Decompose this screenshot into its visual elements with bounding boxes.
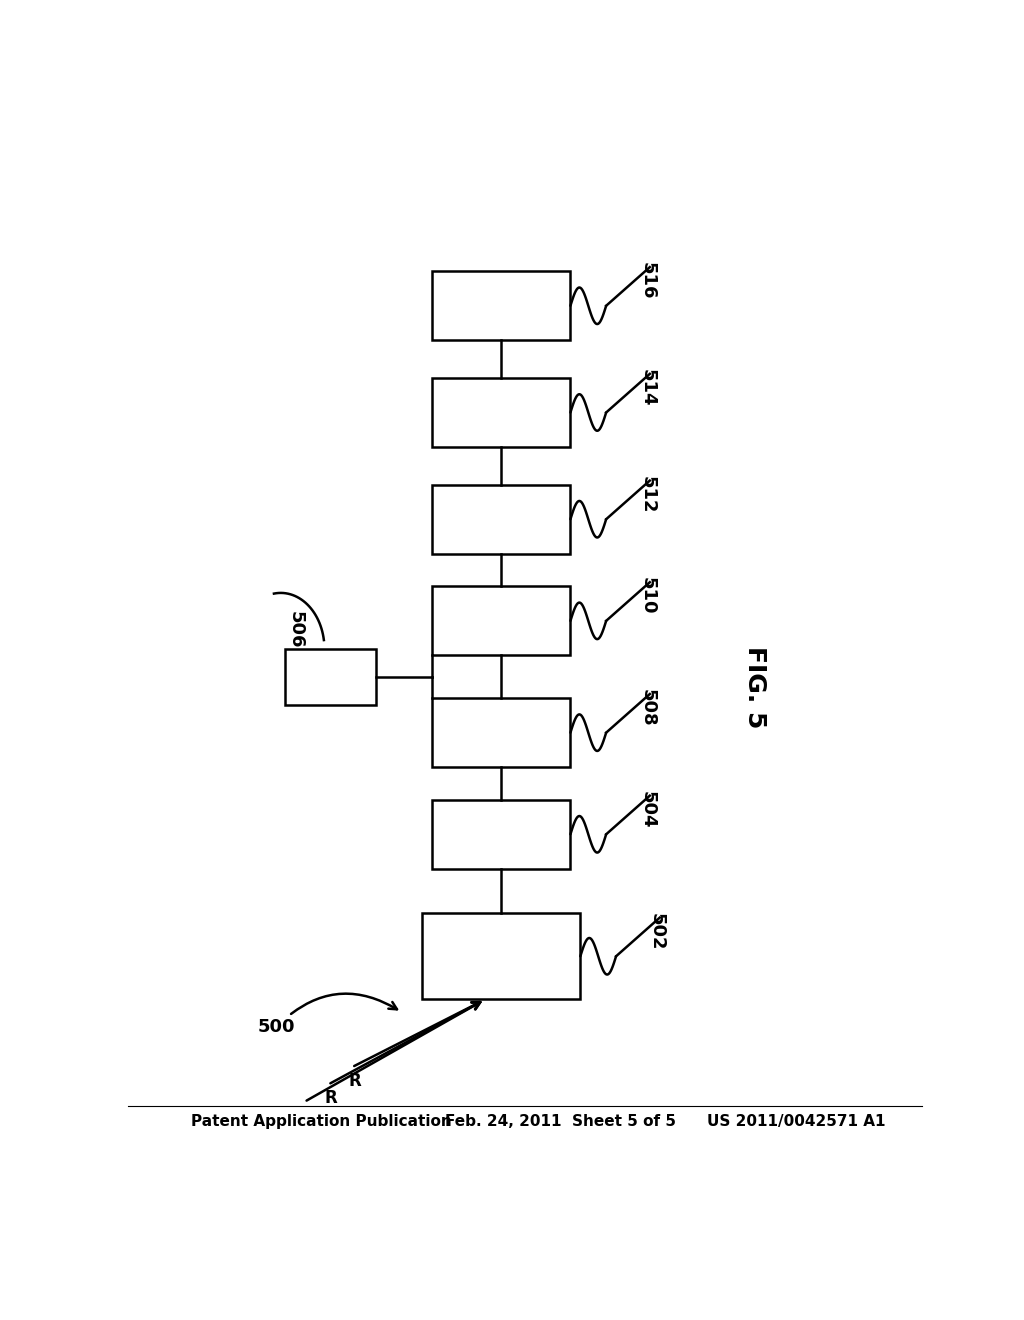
Text: Patent Application Publication: Patent Application Publication <box>191 1114 453 1130</box>
Text: 514: 514 <box>638 368 656 407</box>
Text: 502: 502 <box>648 912 666 950</box>
Text: 504: 504 <box>638 791 656 828</box>
Bar <box>431 271 570 341</box>
Bar <box>431 484 570 554</box>
Bar <box>431 586 570 656</box>
Text: Feb. 24, 2011  Sheet 5 of 5: Feb. 24, 2011 Sheet 5 of 5 <box>445 1114 677 1130</box>
Text: FIG. 5: FIG. 5 <box>743 645 767 729</box>
Bar <box>431 378 570 447</box>
Text: US 2011/0042571 A1: US 2011/0042571 A1 <box>708 1114 886 1130</box>
Text: 506: 506 <box>287 611 305 648</box>
Text: 516: 516 <box>638 263 656 300</box>
Text: R: R <box>348 1072 361 1090</box>
Bar <box>422 913 581 999</box>
Text: 500: 500 <box>257 994 397 1036</box>
Text: 512: 512 <box>638 475 656 513</box>
Bar <box>431 698 570 767</box>
Text: R: R <box>324 1089 337 1106</box>
Bar <box>431 800 570 869</box>
Text: 508: 508 <box>638 689 656 726</box>
Bar <box>285 649 376 705</box>
Text: 510: 510 <box>638 577 656 615</box>
